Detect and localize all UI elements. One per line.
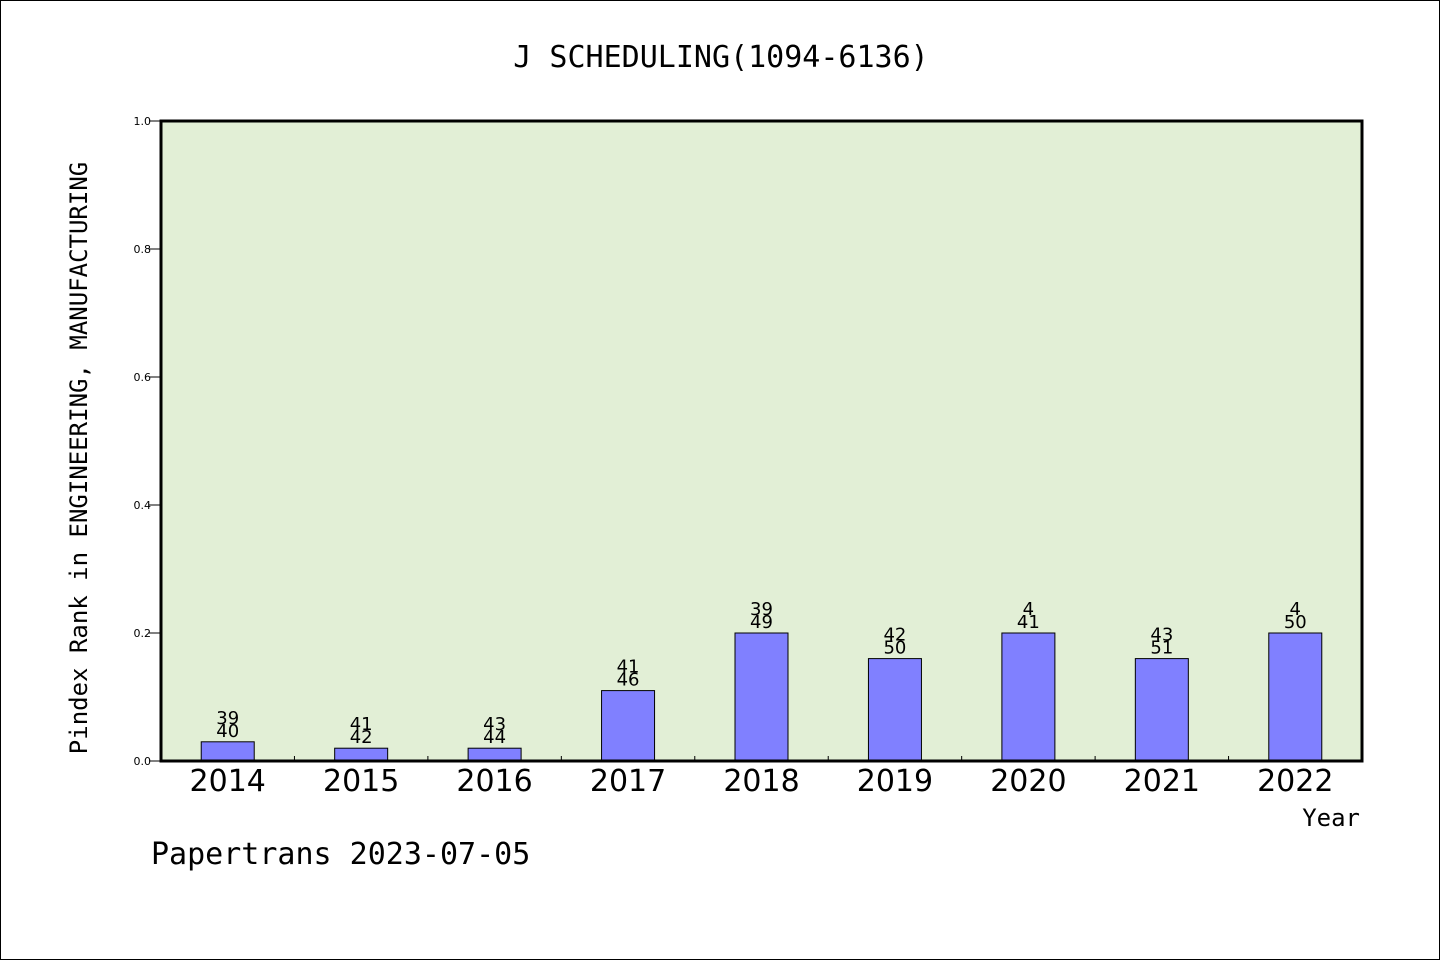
- bar-label-top: 39: [750, 599, 773, 620]
- x-tick-label: 2020: [990, 764, 1066, 799]
- footer-credit: Papertrans 2023-07-05: [151, 837, 530, 872]
- y-tick-label: 0.0: [134, 755, 152, 768]
- bars: [200, 632, 1323, 762]
- bar-label-top: 41: [350, 714, 373, 735]
- x-tick-label: 2016: [456, 764, 532, 799]
- bar-label-top: 43: [1150, 625, 1173, 646]
- bar-label-bottom: 46: [617, 670, 640, 691]
- x-tick-label: 2014: [190, 764, 266, 799]
- x-tick-label: 2019: [857, 764, 933, 799]
- bar-label-bottom: 50: [883, 638, 906, 659]
- bar: [601, 690, 656, 762]
- x-tick-label: 2021: [1124, 764, 1200, 799]
- y-axis-label: Pindex Rank in ENGINEERING, MANUFACTURIN…: [65, 162, 93, 754]
- bar: [867, 658, 922, 762]
- bar: [467, 747, 522, 762]
- bar: [1001, 632, 1056, 762]
- y-tick-label: 0.6: [134, 371, 152, 384]
- bar: [1268, 632, 1323, 762]
- y-tick-label: 1.0: [134, 115, 152, 128]
- y-tick-label: 0.4: [134, 499, 152, 512]
- bar-label-bottom: 40: [216, 721, 239, 742]
- bar: [1134, 658, 1189, 762]
- x-tick-label: 2022: [1257, 764, 1333, 799]
- bar-label-bottom: 44: [483, 727, 506, 748]
- bar-label-bottom: 50: [1284, 612, 1307, 633]
- bar-label-top: 4: [1290, 599, 1301, 620]
- bar-label-bottom: 49: [750, 612, 773, 633]
- x-tick-label: 2018: [723, 764, 799, 799]
- y-axis-ticks: 0.0 0.2 0.4 0.6 0.8 1.0: [134, 115, 161, 768]
- bar-label-top: 39: [216, 708, 239, 729]
- bar-label-top: 42: [883, 625, 906, 646]
- bar: [334, 747, 389, 762]
- bar-label-top: 43: [483, 714, 506, 735]
- chart-title: J SCHEDULING(1094-6136): [513, 40, 928, 75]
- bar: [734, 632, 789, 762]
- y-tick-label: 0.2: [134, 627, 152, 640]
- bar-label-bottom: 51: [1150, 638, 1173, 659]
- bar-label-top: 4: [1023, 599, 1034, 620]
- x-axis-ticks: 2014 2015 2016 2017 2018 2019 2020 2021 2022: [190, 756, 1333, 799]
- bar: [200, 741, 255, 762]
- bar-label-bottom: 42: [350, 727, 373, 748]
- bar-label-bottom: 41: [1017, 612, 1040, 633]
- y-tick-label: 0.8: [134, 243, 152, 256]
- bar-label-top: 41: [617, 657, 640, 678]
- x-tick-label: 2017: [590, 764, 666, 799]
- x-axis-label: Year: [1302, 804, 1360, 832]
- x-tick-label: 2015: [323, 764, 399, 799]
